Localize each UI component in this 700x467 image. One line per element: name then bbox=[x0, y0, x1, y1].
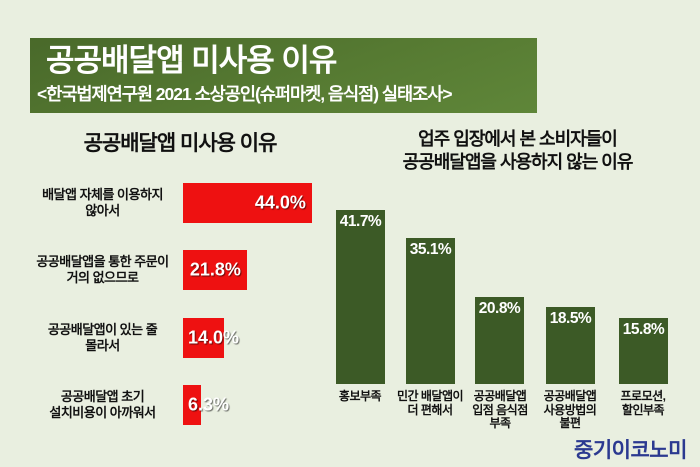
bar-wrap: 44.0% bbox=[183, 183, 312, 223]
value-label: 14.0% bbox=[188, 327, 240, 348]
bar-setup-cost: 6.3% bbox=[183, 385, 229, 425]
bar-lack-of-promotion: 41.7% bbox=[336, 210, 385, 384]
category-label: 민간 배달앱이 더 편해서 bbox=[396, 389, 464, 417]
value-label: 35.1% bbox=[409, 240, 452, 258]
bar-did-not-know: 14.0% bbox=[183, 318, 239, 358]
publisher-logo: 중기이코노미 bbox=[574, 439, 687, 462]
bar-few-restaurants: 20.8% bbox=[475, 297, 524, 384]
category-label: 공공배달앱이 있는 줄 몰라서 bbox=[47, 322, 158, 353]
category-label: 공공배달앱을 통한 주문이 거의 없으므로 bbox=[36, 254, 169, 285]
left-chart-title: 공공배달앱 미사용 이유 bbox=[83, 132, 278, 155]
value-label: 20.8% bbox=[478, 300, 521, 318]
category-label: 공공배달앱 사용방법의 불편 bbox=[543, 389, 597, 430]
page-subtitle: <한국법제연구원 2021 소상공인(슈퍼마켓, 음식점) 실태조사> bbox=[37, 84, 453, 104]
value-label: 18.5% bbox=[549, 309, 592, 327]
header-banner: 공공배달앱 미사용 이유 <한국법제연구원 2021 소상공인(슈퍼마켓, 음식… bbox=[30, 38, 537, 113]
right-chart-title: 업주 입장에서 본 소비자들이 공공배달앱을 사용하지 않는 이유 bbox=[402, 129, 634, 172]
category-label: 공공배달앱 초기 설치비용이 아까워서 bbox=[49, 389, 156, 420]
bar-few-orders: 21.8% bbox=[183, 250, 247, 290]
bar-wrap: 14.0% bbox=[183, 318, 239, 358]
left-chart-row: 공공배달앱을 통한 주문이 거의 없으므로 21.8% bbox=[25, 250, 247, 290]
value-label: 21.8% bbox=[189, 259, 241, 280]
bar-inconvenient-usage: 18.5% bbox=[546, 306, 595, 384]
value-label: 41.7% bbox=[339, 213, 382, 231]
bar-private-apps-easier: 35.1% bbox=[406, 237, 455, 384]
value-label: 15.8% bbox=[622, 321, 665, 339]
page-title: 공공배달앱 미사용 이유 bbox=[46, 43, 337, 78]
category-label: 공공배달앱 입점 음식점 부족 bbox=[472, 389, 528, 430]
bar-no-delivery-app: 44.0% bbox=[183, 183, 312, 223]
value-label: 6.3% bbox=[188, 394, 230, 415]
left-chart-row: 공공배달앱이 있는 줄 몰라서 14.0% bbox=[25, 318, 239, 358]
bar-wrap: 21.8% bbox=[183, 250, 247, 290]
bar-lack-of-discounts: 15.8% bbox=[619, 318, 668, 384]
category-label: 배달앱 자체를 이용하지 않아서 bbox=[42, 187, 163, 218]
category-label: 홍보부족 bbox=[338, 389, 382, 403]
category-label: 프로모션, 할인부족 bbox=[620, 389, 667, 417]
left-chart-row: 배달앱 자체를 이용하지 않아서 44.0% bbox=[25, 183, 312, 223]
bar-wrap: 6.3% bbox=[183, 385, 229, 425]
value-label: 44.0% bbox=[254, 192, 306, 213]
left-chart-row: 공공배달앱 초기 설치비용이 아까워서 6.3% bbox=[25, 385, 229, 425]
